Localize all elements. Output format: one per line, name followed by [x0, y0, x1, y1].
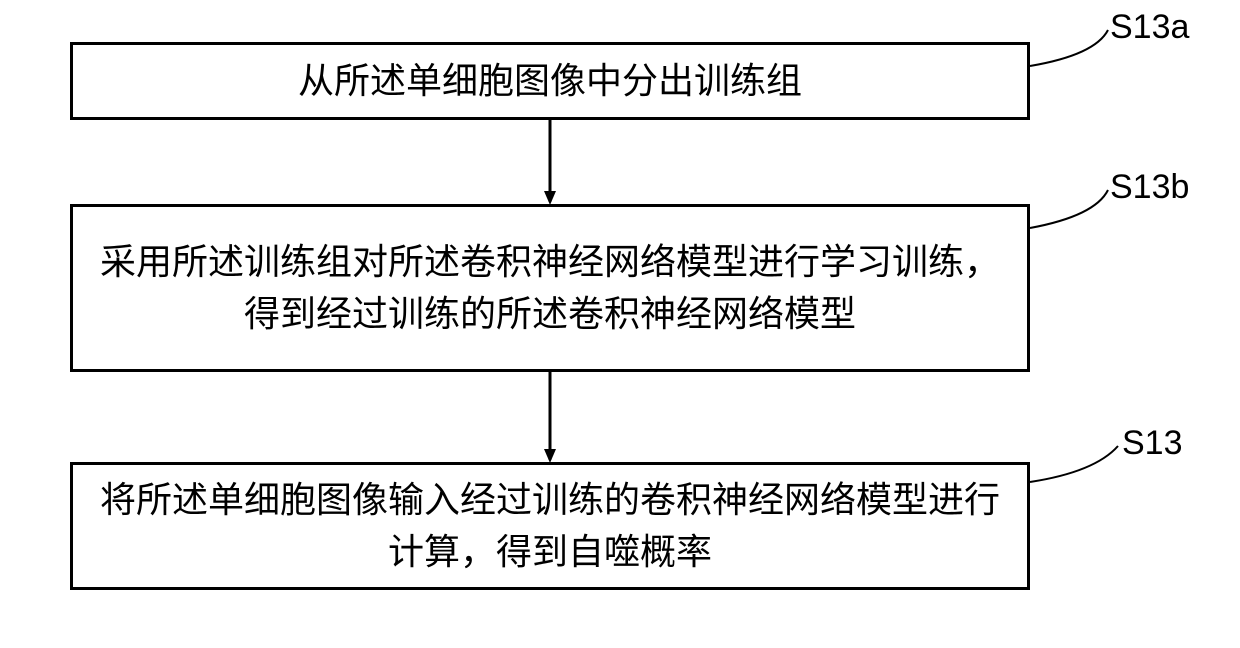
- step-box-1: 从所述单细胞图像中分出训练组: [70, 42, 1030, 120]
- connector-group: [1030, 30, 1118, 482]
- step-text-1: 从所述单细胞图像中分出训练组: [298, 55, 802, 107]
- step-box-3: 将所述单细胞图像输入经过训练的卷积神经网络模型进行计算，得到自噬概率: [70, 462, 1030, 590]
- label-connector: [1030, 30, 1108, 66]
- step-label-1: S13a: [1110, 8, 1189, 47]
- step-label-3: S13: [1122, 424, 1183, 463]
- step-label-2: S13b: [1110, 168, 1189, 207]
- label-connector: [1030, 446, 1118, 482]
- step-box-2: 采用所述训练组对所述卷积神经网络模型进行学习训练，得到经过训练的所述卷积神经网络…: [70, 204, 1030, 372]
- flowchart-canvas: 从所述单细胞图像中分出训练组 采用所述训练组对所述卷积神经网络模型进行学习训练，…: [0, 0, 1240, 648]
- step-text-3: 将所述单细胞图像输入经过训练的卷积神经网络模型进行计算，得到自噬概率: [93, 474, 1007, 578]
- step-text-2: 采用所述训练组对所述卷积神经网络模型进行学习训练，得到经过训练的所述卷积神经网络…: [93, 236, 1007, 340]
- label-connector: [1030, 190, 1108, 228]
